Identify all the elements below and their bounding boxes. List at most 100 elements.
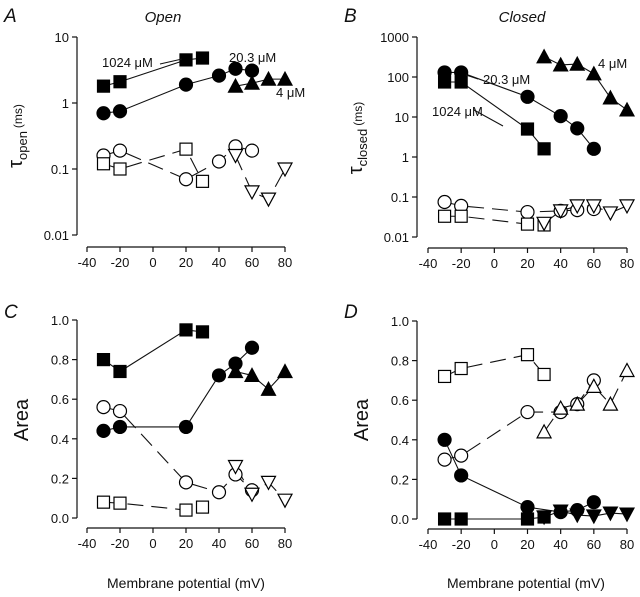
data-point-triangle-down (227, 459, 244, 475)
data-point-triangle-down (536, 216, 553, 232)
data-point-triangle-up (536, 48, 553, 64)
data-point-square (454, 361, 468, 376)
data-point-square (195, 51, 210, 65)
data-point-square (96, 353, 111, 367)
data-point-triangle-down (227, 148, 244, 164)
data-point-triangle-up (243, 74, 261, 90)
data-point-circle (586, 141, 601, 156)
y-tick-label: 0.4 (51, 432, 69, 447)
data-point-triangle-down (276, 493, 294, 509)
data-point-triangle-up (243, 367, 261, 383)
y-tick-label: 1 (62, 96, 69, 111)
x-tick-label: -40 (419, 537, 438, 552)
data-point-square (195, 174, 210, 188)
series-line (444, 354, 545, 377)
series-line (444, 516, 545, 520)
y-axis-label: Area (11, 398, 33, 441)
y-tick-label: 10 (55, 30, 69, 45)
series-line (235, 78, 285, 87)
data-point-square (437, 369, 452, 384)
x-tick-label: 80 (278, 255, 292, 270)
data-point-square (520, 122, 535, 136)
data-point-triangle-up (260, 70, 277, 86)
y-tick-label: 0.1 (391, 190, 409, 205)
data-point-triangle-down (552, 204, 569, 220)
x-tick-label: 40 (553, 256, 567, 271)
y-axis-label-subscript: closed (355, 129, 370, 167)
x-tick-label: 40 (212, 536, 226, 551)
data-point-circle (570, 121, 585, 136)
series-line (235, 466, 286, 501)
data-point-square (537, 367, 551, 382)
panel-letter: B (344, 6, 357, 27)
y-axis-label-unit: (ms) (351, 102, 365, 126)
data-point-square (537, 142, 551, 156)
data-point-triangle-up (276, 363, 294, 379)
x-tick-label: 0 (149, 536, 156, 551)
x-tick-label: -20 (452, 256, 471, 271)
concentration-label: 4 μM (276, 85, 305, 100)
data-point-triangle-up (552, 56, 569, 72)
data-point-square (454, 209, 468, 223)
x-tick-label: -40 (419, 256, 438, 271)
data-point-square (437, 75, 452, 89)
data-point-triangle-up (276, 70, 294, 86)
data-point-triangle-down (585, 199, 602, 215)
x-tick-label: 60 (245, 255, 259, 270)
data-point-square (437, 512, 452, 526)
x-tick-label: 60 (587, 537, 601, 552)
x-tick-label: 20 (179, 536, 193, 551)
data-point-circle (520, 204, 535, 220)
y-tick-label: 1.0 (51, 313, 69, 328)
x-tick-label: 0 (491, 256, 498, 271)
x-tick-label: 60 (245, 536, 259, 551)
y-tick-label: 0.01 (44, 228, 69, 243)
x-tick-label: -20 (111, 536, 130, 551)
data-point-triangle-down (569, 199, 586, 215)
x-tick-label: 40 (553, 537, 567, 552)
data-point-triangle-down (243, 185, 261, 201)
y-tick-label: 1 (402, 150, 409, 165)
concentration-label: 20.3 μM (229, 50, 276, 65)
data-point-square (195, 325, 210, 339)
concentration-label: 4 μM (598, 56, 627, 71)
x-tick-label: -20 (452, 537, 471, 552)
data-point-triangle-up (602, 395, 619, 411)
data-point-circle (520, 500, 535, 515)
panel-a: A Open 10 1 0.1 0.01 -40 -20 0 20 40 60 80 τopen (ms) 1… (3, 6, 305, 270)
y-tick-label: 0.6 (391, 393, 409, 408)
x-tick-label: -20 (111, 255, 130, 270)
label-leader-line (159, 58, 183, 65)
concentration-label: 20.3 μM (483, 72, 530, 87)
data-point-triangle-down (243, 487, 261, 503)
data-point-triangle-up (618, 362, 636, 378)
data-point-triangle-up (260, 381, 277, 396)
data-point-triangle-down (276, 162, 294, 178)
data-point-triangle-up (585, 378, 602, 393)
x-tick-label: 80 (620, 256, 634, 271)
y-tick-label: 0.1 (51, 162, 69, 177)
series-line (543, 370, 628, 433)
x-tick-label: -40 (78, 255, 97, 270)
x-tick-label: 20 (520, 537, 534, 552)
data-point-square (179, 503, 193, 517)
data-point-circle (228, 61, 243, 76)
y-axis-label: τopen (ms) (5, 104, 30, 168)
data-point-circle (520, 404, 535, 420)
data-point-triangle-up (602, 89, 619, 105)
data-point-circle (211, 485, 227, 500)
data-point-square (113, 496, 127, 510)
series-line (234, 155, 286, 200)
data-point-square (96, 79, 111, 93)
data-point-square (520, 217, 535, 231)
series-line (444, 380, 595, 461)
y-tick-label: 10 (395, 110, 409, 125)
panel-b: B Closed 1000 100 10 1 0.1 0.01 -40 -20 0 20 40 60 80 τ… (344, 6, 636, 271)
data-point-square (179, 323, 193, 337)
x-tick-label: 0 (149, 255, 156, 270)
y-axis-label-symbol: τ (5, 160, 27, 168)
data-point-triangle-up (618, 101, 636, 117)
data-point-circle (244, 340, 260, 355)
data-point-circle (454, 468, 469, 483)
series-line (444, 81, 545, 150)
